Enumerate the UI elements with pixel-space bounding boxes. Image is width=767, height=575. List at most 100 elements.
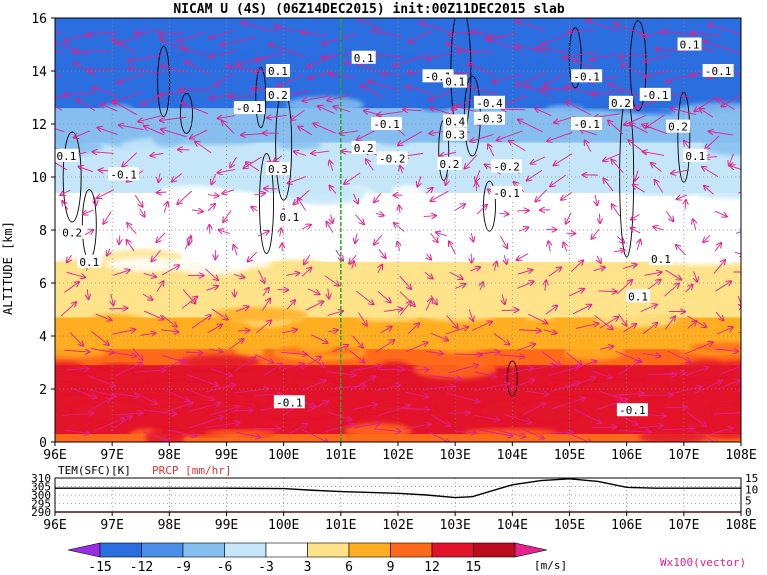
wind-vector [425,188,433,194]
colorbar-tick-label: -3 [258,560,274,575]
wind-vector [516,72,546,86]
wind-vector [517,253,529,260]
wind-vector [516,21,546,32]
wind-vector [254,193,265,195]
wind-vector [103,211,112,223]
wind-patch [545,105,585,115]
colorbar-segment [99,542,142,558]
contour-label: 0.1 [685,150,705,163]
wind-vector [110,416,132,431]
wind-vector [597,255,601,263]
wind-vector [398,131,423,145]
wind-vector [376,385,400,392]
contour-label: 0.3 [268,163,288,176]
wind-vector [374,234,383,244]
colorbar-tick-label: 3 [304,560,312,575]
wind-vector [181,103,209,115]
wind-vector [301,357,321,370]
wind-vector [663,373,685,374]
w-contour [180,92,193,134]
wind-vector [236,431,260,437]
wind-vector [543,330,557,334]
wind-vector [402,408,430,409]
wind-vector [374,193,382,202]
y-tick-label: 8 [39,224,47,239]
wind-vector [667,350,690,362]
wind-vector [262,288,269,296]
wind-vector [687,315,706,327]
wind-vector [269,44,306,58]
contour-label: -0.2 [493,160,520,173]
wind-patch [175,256,250,275]
wind-vector [612,204,620,217]
wind-vector [189,234,191,245]
wind-vector [304,352,324,367]
wind-vector [542,31,573,46]
wind-vector [328,288,329,298]
wind-vector [685,285,693,293]
wind-patch [633,187,704,196]
wind-patch [179,354,260,370]
contour-label: -0.1 [110,168,137,181]
contour-label: 0.2 [354,142,374,155]
colorbar-segment [348,542,391,558]
wind-vector [127,223,137,235]
wind-vector [301,32,326,36]
wind-vector [599,390,623,399]
wind-vector [95,196,96,205]
wind-vector [616,236,624,242]
wind-vector [219,230,230,234]
wind-vector [229,96,255,97]
wind-vector [664,407,687,408]
wind-patch [193,402,258,410]
wind-vector [301,268,311,277]
wind-vector [454,431,476,433]
wind-vector [378,248,386,258]
wind-vector [140,333,156,335]
contour-label-box [277,209,302,223]
wind-vector [301,380,326,391]
colorbar-end-left [67,542,101,558]
wind-vector [715,349,738,351]
wind-vector [244,156,262,168]
wind-vector [298,126,313,136]
contour-label-box [351,140,376,154]
wind-vector [327,411,352,420]
wind-vector [70,387,97,398]
wind-vector [248,251,257,261]
contour-label-box [616,403,648,417]
contour-label-box [702,64,734,77]
wind-vector [62,201,69,210]
y-tick-label: 12 [31,118,47,133]
wind-vector [717,327,733,335]
wind-vector [286,300,295,310]
wind-vector [267,115,287,118]
wind-vector [446,174,449,185]
surface-x-ticks: 96E 97E 98E 99E 100E 101E 102E 103E 104E 105E 106E… [43,512,757,533]
wind-vector [64,282,79,293]
wind-patch [166,322,252,339]
wind-patch [269,285,324,305]
wind-vector [705,135,720,149]
wind-vector [160,116,186,120]
wind-vector [142,293,153,300]
contour-label-box [54,148,79,162]
wind-vector [143,310,163,319]
wind-vector [185,352,202,353]
wind-vector [65,369,89,370]
wind-vector [55,105,63,111]
colorbar-segment [431,542,474,558]
wind-vector [233,245,237,256]
surface-right-tick-label: 10 [745,483,758,496]
contour-label-box [273,395,305,409]
wind-vector [661,428,693,429]
wind-vector [230,410,253,411]
wind-patch [703,137,741,156]
colorbar-tick-label: -6 [217,560,233,575]
wind-vector [399,275,411,289]
wind-patch [297,339,334,354]
wind-vector [554,153,573,166]
wind-vector [702,167,719,178]
wind-vector [717,380,740,390]
wind-vector [570,361,596,371]
